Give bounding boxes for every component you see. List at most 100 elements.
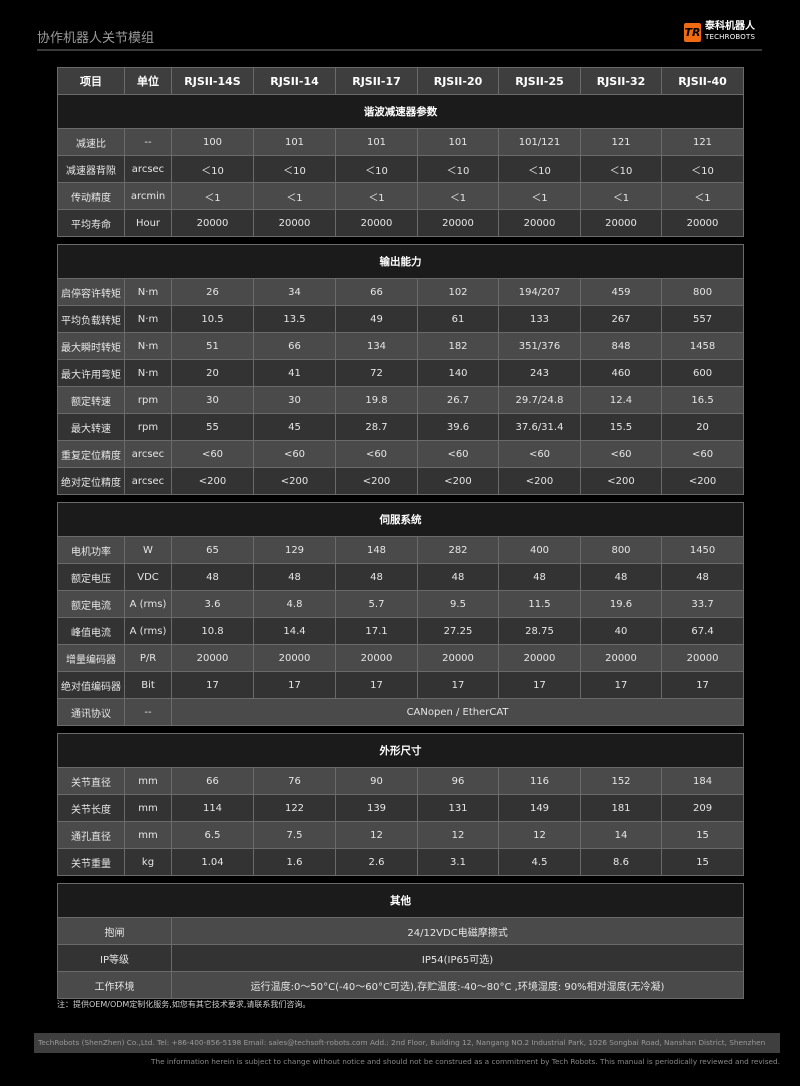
row-label: 减速比 — [57, 128, 125, 156]
row-value: 66 — [253, 332, 336, 360]
row-value: <60 — [171, 440, 254, 468]
row-value: <60 — [498, 440, 581, 468]
row-value: 12 — [498, 821, 581, 849]
row-value: 140 — [417, 359, 499, 387]
row-value: 20000 — [661, 209, 744, 237]
row-unit: W — [124, 536, 172, 564]
row-unit: arcsec — [124, 155, 172, 183]
table-row: 启停容许转矩 N·m 26 34 66 102 194/207 459 800 — [57, 278, 745, 306]
section-title: 外形尺寸 — [56, 733, 745, 768]
row-unit: mm — [124, 794, 172, 822]
row-value: <200 — [660, 467, 745, 495]
row-unit: rpm — [124, 386, 172, 414]
row-value: 90 — [335, 767, 418, 795]
row-value: 15 — [660, 848, 745, 876]
row-value: 14 — [580, 821, 662, 849]
row-value: 15 — [660, 821, 745, 849]
row-value: 114 — [171, 794, 254, 822]
row-label: 额定电流 — [57, 590, 125, 618]
row-value: <200 — [498, 467, 581, 495]
row-label: 启停容许转矩 — [57, 278, 125, 306]
row-value: 1.04 — [171, 848, 254, 876]
row-value: 20000 — [171, 644, 254, 672]
row-unit: arcmin — [124, 182, 172, 210]
row-value: ＜1 — [498, 182, 581, 210]
row-value: ＜10 — [498, 155, 581, 183]
row-value: 19.8 — [335, 386, 418, 414]
row-unit: -- — [124, 698, 172, 726]
row-value: 29.7/24.8 — [498, 386, 581, 414]
row-value: 55 — [171, 413, 254, 441]
row-value: ＜1 — [171, 182, 254, 210]
table-row: 额定电压 VDC 48 48 48 48 48 48 48 — [57, 563, 745, 591]
row-value: 1450 — [660, 536, 745, 564]
row-value: ＜10 — [171, 155, 254, 183]
section-title-row: 伺服系统 — [56, 502, 745, 537]
column-header: RJSII-40 — [661, 67, 744, 95]
row-label: 传动精度 — [57, 182, 125, 210]
row-value: 243 — [498, 359, 581, 387]
row-value: <60 — [335, 440, 418, 468]
row-label: 通讯协议 — [57, 698, 125, 726]
row-label: 重复定位精度 — [57, 440, 125, 468]
row-value: 15.5 — [580, 413, 662, 441]
row-value: 10.5 — [171, 305, 254, 333]
row-value: 8.6 — [580, 848, 662, 876]
row-value: 76 — [253, 767, 336, 795]
row-label: 绝对定位精度 — [57, 467, 125, 495]
row-value: 14.4 — [253, 617, 336, 645]
row-value: 45 — [253, 413, 336, 441]
table-row: 绝对值编码器 Bit 17 17 17 17 17 17 17 — [57, 671, 745, 699]
row-unit: N·m — [124, 359, 172, 387]
row-value: 459 — [580, 278, 662, 306]
row-unit: mm — [124, 767, 172, 795]
spec-section-table: 项目 单位 RJSII-14S RJSII-14 RJSII-17 RJSII-20 RJS… — [57, 67, 744, 237]
column-header: 单位 — [124, 67, 172, 95]
row-unit: Hour — [124, 209, 172, 237]
row-value: 24/12VDC电磁摩擦式 — [170, 917, 745, 945]
row-unit: mm — [124, 821, 172, 849]
column-header: 项目 — [57, 67, 125, 95]
row-value: 5.7 — [335, 590, 418, 618]
row-value: 7.5 — [253, 821, 336, 849]
row-value: ＜10 — [580, 155, 662, 183]
section-title-row: 谐波减速器参数 — [57, 94, 744, 129]
row-value: 1.6 — [253, 848, 336, 876]
row-value: 48 — [417, 563, 499, 591]
row-label: 峰值电流 — [57, 617, 125, 645]
table-row: 最大转速 rpm 55 45 28.7 39.6 37.6/31.4 15.5 20 — [57, 413, 745, 441]
row-value: ＜10 — [417, 155, 499, 183]
row-value: 460 — [580, 359, 662, 387]
footnote: 注：提供OEM/ODM定制化服务,如您有其它技术要求,请联系我们咨询。 — [57, 1000, 311, 1009]
row-value: <200 — [335, 467, 418, 495]
row-value: 48 — [253, 563, 336, 591]
row-value: 20000 — [335, 209, 418, 237]
table-row: 峰值电流 A (rms) 10.8 14.4 17.1 27.25 28.75 40 67.4 — [57, 617, 745, 645]
row-value: ＜10 — [661, 155, 744, 183]
row-label: 关节长度 — [57, 794, 125, 822]
row-value: 19.6 — [580, 590, 662, 618]
row-value: ＜1 — [417, 182, 499, 210]
footer-contact: TechRobots (ShenZhen) Co.,Ltd. Tel: +86-… — [34, 1033, 780, 1053]
table-row: 关节长度 mm 114 122 139 131 149 181 209 — [57, 794, 745, 822]
row-unit: arcsec — [124, 467, 172, 495]
row-label: 工作环境 — [57, 971, 172, 999]
row-value: 184 — [660, 767, 745, 795]
row-label: 关节重量 — [57, 848, 125, 876]
spec-section-table: 外形尺寸 关节直径 mm 66 76 90 96 116 152 184 关节长度 mm 114 122 1… — [56, 733, 745, 876]
section-title-row: 输出能力 — [56, 244, 745, 279]
table-row: 工作环境 运行温度:0～50°C(-40～60°C可选),存贮温度:-40～80°… — [57, 971, 745, 999]
row-value: 34 — [253, 278, 336, 306]
company-logo: TR 泰科机器人 TECHROBOTS — [684, 22, 755, 42]
row-value: 26.7 — [417, 386, 499, 414]
row-value: 65 — [171, 536, 254, 564]
table-row: 关节直径 mm 66 76 90 96 116 152 184 — [57, 767, 745, 795]
row-value: 20000 — [171, 209, 254, 237]
table-row: 电机功率 W 65 129 148 282 400 800 1450 — [57, 536, 745, 564]
table-header-row: 项目 单位 RJSII-14S RJSII-14 RJSII-17 RJSII-20 RJS… — [57, 67, 744, 95]
row-unit: arcsec — [124, 440, 172, 468]
row-value: 48 — [580, 563, 662, 591]
row-value: 10.8 — [171, 617, 254, 645]
table-row: 额定电流 A (rms) 3.6 4.8 5.7 9.5 11.5 19.6 33.7 — [57, 590, 745, 618]
row-label: 减速器背隙 — [57, 155, 125, 183]
